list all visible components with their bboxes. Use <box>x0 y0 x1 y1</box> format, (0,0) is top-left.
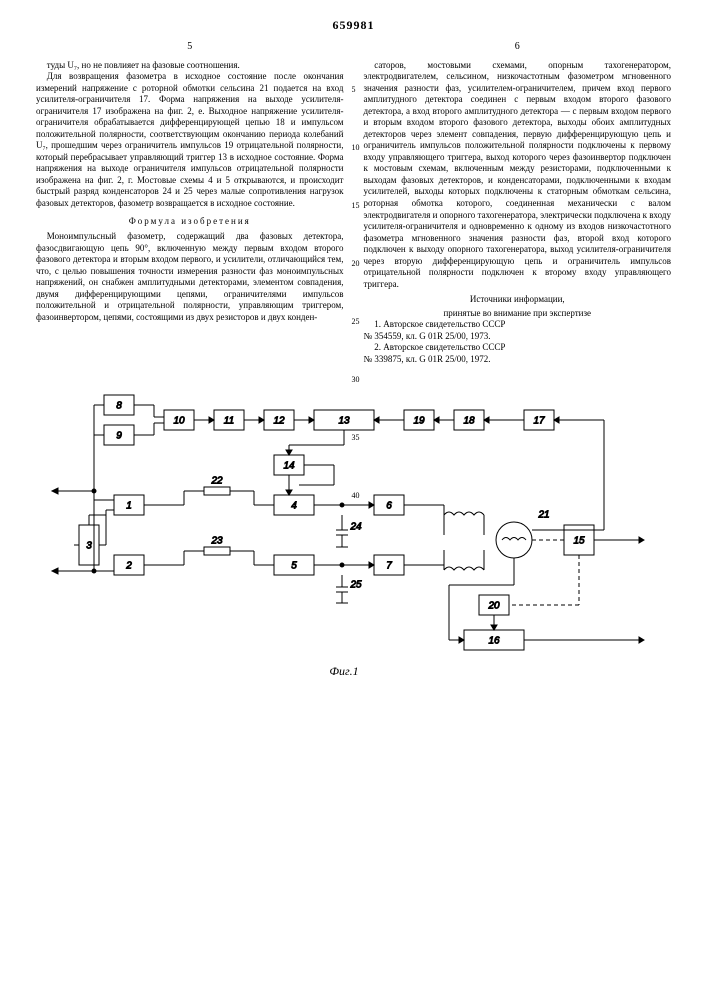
paragraph: саторов, мостовыми схемами, опорным тахо… <box>364 60 672 290</box>
block-label: 17 <box>533 416 545 427</box>
line-number: 25 <box>352 317 360 327</box>
block-label: 4 <box>291 501 297 512</box>
right-column: 6 5 10 15 20 25 30 35 40 саторов, мостов… <box>364 41 672 365</box>
block-label: 5 <box>291 561 297 572</box>
line-number: 15 <box>352 201 360 211</box>
block-label: 15 <box>573 536 585 547</box>
line-number: 20 <box>352 259 360 269</box>
block-label: 3 <box>86 541 92 552</box>
block-label: 1 <box>126 501 132 512</box>
block-label: 24 <box>349 522 362 533</box>
block-label: 7 <box>386 561 392 572</box>
patent-number: 659981 <box>36 18 671 33</box>
source-text: 2. Авторское свидетельство СССР <box>374 342 505 352</box>
block-label: 13 <box>338 416 350 427</box>
block-label: 19 <box>413 416 425 427</box>
block-label: 10 <box>173 416 185 427</box>
paragraph: Для возвращения фазометра в исходное сос… <box>36 71 344 209</box>
circuit-diagram-svg: 8 9 10 11 12 13 19 18 17 14 1 4 6 22 24 <box>44 375 664 685</box>
source-item: № 339875, кл. G 01R 25/00, 1972. <box>364 354 672 366</box>
block-label: 25 <box>349 580 362 591</box>
text-columns: 5 туды U₇, но не повлияет на фазовые соо… <box>36 41 671 365</box>
line-number: 5 <box>352 85 356 95</box>
sources-subheading: принятые во внимание при экспертизе <box>364 308 672 320</box>
source-item: 1. Авторское свидетельство СССР <box>364 319 672 331</box>
block-label: 11 <box>223 416 233 427</box>
block-label: 14 <box>283 461 295 472</box>
source-text: 1. Авторское свидетельство СССР <box>374 319 505 329</box>
line-number: 35 <box>352 433 360 443</box>
column-number-right: 6 <box>364 41 672 54</box>
figure-1: 8 9 10 11 12 13 19 18 17 14 1 4 6 22 24 <box>36 375 671 685</box>
block-label: 20 <box>487 601 500 612</box>
block-label: 16 <box>488 636 500 647</box>
block-label: 22 <box>210 476 223 487</box>
formula-heading: Формула изобретения <box>36 216 344 228</box>
block-label: 2 <box>125 561 132 572</box>
block-label: 18 <box>463 416 475 427</box>
block-label: 9 <box>116 431 122 442</box>
source-item: 2. Авторское свидетельство СССР <box>364 342 672 354</box>
line-number: 40 <box>352 491 360 501</box>
line-number: 10 <box>352 143 360 153</box>
block-label: 12 <box>273 416 285 427</box>
block-label: 6 <box>386 501 392 512</box>
block-label: 8 <box>116 401 122 412</box>
source-item: № 354559, кл. G 01R 25/00, 1973. <box>364 331 672 343</box>
paragraph: туды U₇, но не повлияет на фазовые соотн… <box>36 60 344 72</box>
sources-heading: Источники информации, <box>364 294 672 306</box>
line-number: 30 <box>352 375 360 385</box>
block-label: 21 <box>537 510 549 521</box>
page: 659981 5 туды U₇, но не повлияет на фазо… <box>0 0 707 695</box>
left-column: 5 туды U₇, но не повлияет на фазовые соо… <box>36 41 344 365</box>
block-label: 23 <box>210 536 223 547</box>
figure-label: Фиг.1 <box>329 664 358 678</box>
paragraph: Моноимпульсный фазометр, содержащий два … <box>36 231 344 323</box>
column-number-left: 5 <box>36 41 344 54</box>
